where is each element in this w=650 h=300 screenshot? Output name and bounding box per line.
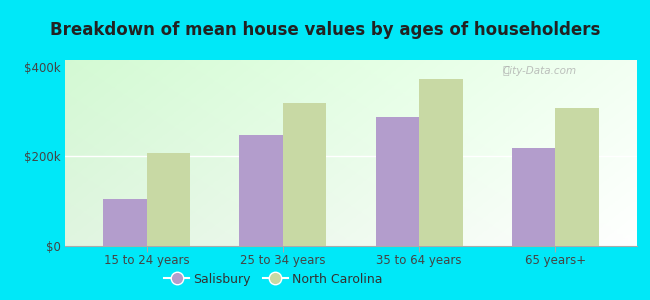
- Bar: [239, 135, 283, 246]
- Bar: [512, 148, 555, 246]
- Text: Ⓢ: Ⓢ: [502, 66, 509, 76]
- Bar: [419, 79, 463, 246]
- Bar: [283, 103, 326, 246]
- Text: City-Data.com: City-Data.com: [502, 66, 577, 76]
- Bar: [147, 153, 190, 246]
- Bar: [555, 108, 599, 246]
- Legend: Salisbury, North Carolina: Salisbury, North Carolina: [159, 268, 387, 291]
- Text: Breakdown of mean house values by ages of householders: Breakdown of mean house values by ages o…: [50, 21, 600, 39]
- Bar: [103, 199, 147, 246]
- Bar: [376, 117, 419, 246]
